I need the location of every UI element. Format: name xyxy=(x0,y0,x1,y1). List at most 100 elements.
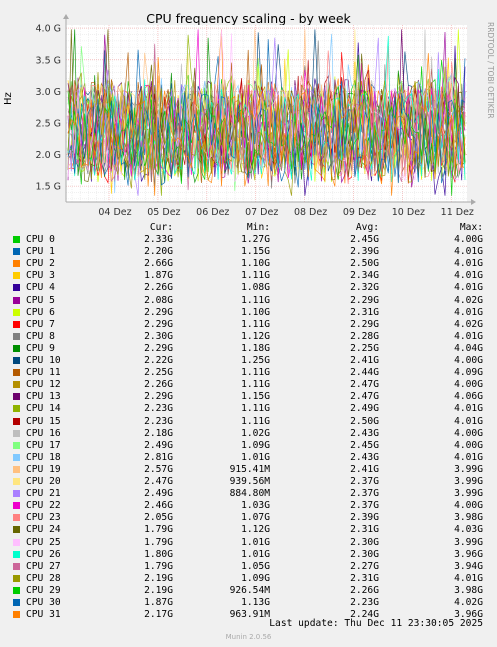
x-tick-label: 08 Dez xyxy=(294,207,327,218)
legend-swatch xyxy=(13,236,20,243)
legend-avg: 2.37G xyxy=(350,500,379,512)
x-axis-arrow-icon xyxy=(471,199,476,205)
legend-cur: 1.87G xyxy=(144,597,173,608)
legend-avg: 2.31G xyxy=(350,306,379,318)
legend-max: 4.09G xyxy=(454,367,483,379)
legend-max: 4.01G xyxy=(454,572,483,584)
legend-avg: 2.50G xyxy=(350,415,379,427)
legend-min: 1.11G xyxy=(241,318,270,330)
legend-row: CPU 7 2.29G 1.11G 2.29G 4.02G xyxy=(0,319,497,331)
legend-max: 4.00G xyxy=(454,500,483,512)
legend-min: 1.18G xyxy=(241,342,270,354)
legend-max: 4.04G xyxy=(454,342,483,354)
legend-avg: 2.23G xyxy=(350,597,379,608)
legend-swatch xyxy=(13,550,20,558)
legend-cur: 2.33G xyxy=(144,234,173,245)
legend-avg: 2.32G xyxy=(350,282,379,294)
legend-swatch xyxy=(13,308,20,316)
x-tick-label: 10 Dez xyxy=(392,207,425,218)
legend-cur: 1.79G xyxy=(144,560,173,572)
legend-name: CPU 4 xyxy=(26,282,55,294)
legend-max: 3.98G xyxy=(454,512,483,524)
legend-swatch xyxy=(13,332,20,340)
legend-min: 1.09G xyxy=(241,439,270,451)
legend-swatch xyxy=(13,369,20,377)
legend-min: 884.80M xyxy=(229,488,270,500)
legend-min: 1.11G xyxy=(241,403,270,415)
legend-avg: 2.45G xyxy=(350,234,379,245)
legend-name: CPU 27 xyxy=(26,560,61,572)
legend-name: CPU 2 xyxy=(26,258,55,270)
legend-swatch xyxy=(13,586,20,594)
legend-swatch xyxy=(13,272,20,280)
rrdtool-credit: RRDTOOL / TOBI OETIKER xyxy=(486,22,495,119)
legend-row: CPU 14 2.23G 1.11G 2.49G 4.01G xyxy=(0,403,497,415)
header-cur: Cur: xyxy=(149,222,173,233)
legend-row: CPU 0 2.33G 1.27G 2.45G 4.00G xyxy=(0,234,497,246)
legend-avg: 2.44G xyxy=(350,367,379,379)
series-line-cpu-31 xyxy=(67,53,466,196)
legend-name: CPU 9 xyxy=(26,342,55,354)
legend-min: 1.02G xyxy=(241,427,270,439)
legend-min: 1.11G xyxy=(241,367,270,379)
legend-swatch xyxy=(13,599,20,606)
legend-max: 3.99G xyxy=(454,488,483,500)
legend-row: CPU 20 2.47G 939.56M 2.37G 3.99G xyxy=(0,476,497,488)
legend-max: 4.00G xyxy=(454,439,483,451)
legend-name: CPU 19 xyxy=(26,463,61,475)
chart-title: CPU frequency scaling - by week xyxy=(146,11,351,26)
legend-min: 1.11G xyxy=(241,294,270,306)
legend-cur: 2.23G xyxy=(144,403,173,415)
legend-row: CPU 18 2.81G 1.01G 2.43G 4.01G xyxy=(0,452,497,464)
legend-row: CPU 3 1.87G 1.11G 2.34G 4.01G xyxy=(0,270,497,282)
legend-avg: 2.50G xyxy=(350,258,379,270)
legend-max: 4.03G xyxy=(454,524,483,536)
legend-min: 1.13G xyxy=(241,597,270,608)
header-max: Max: xyxy=(459,222,483,233)
y-tick-label: 1.5 G xyxy=(36,182,62,193)
legend-name: CPU 22 xyxy=(26,500,61,512)
legend-name: CPU 11 xyxy=(26,367,61,379)
legend-avg: 2.37G xyxy=(350,488,379,500)
legend-cur: 2.49G xyxy=(144,488,173,500)
legend-name: CPU 0 xyxy=(26,234,55,245)
legend-row: CPU 30 1.87G 1.13G 2.23G 4.02G xyxy=(0,597,497,609)
y-tick-label: 3.5 G xyxy=(36,55,62,66)
legend-name: CPU 14 xyxy=(26,403,61,415)
legend-cur: 1.79G xyxy=(144,536,173,548)
legend-row: CPU 1 2.20G 1.15G 2.39G 4.01G xyxy=(0,246,497,258)
legend-cur: 1.80G xyxy=(144,548,173,560)
legend-swatch xyxy=(13,357,20,364)
legend-cur: 2.30G xyxy=(144,330,173,342)
legend-max: 4.01G xyxy=(454,330,483,342)
legend-name: CPU 29 xyxy=(26,584,61,596)
legend-row: CPU 8 2.30G 1.12G 2.28G 4.01G xyxy=(0,331,497,343)
legend-cur: 2.66G xyxy=(144,258,173,270)
legend-min: 963.91M xyxy=(229,609,270,621)
legend-avg: 2.27G xyxy=(350,560,379,572)
legend-swatch xyxy=(13,344,20,352)
legend-avg: 2.43G xyxy=(350,427,379,439)
legend-cur: 2.19G xyxy=(144,572,173,584)
legend-avg: 2.31G xyxy=(350,572,379,584)
legend-name: CPU 17 xyxy=(26,439,61,451)
legend-avg: 2.45G xyxy=(350,439,379,451)
plot-area: 1.5 G 2.0 G 2.5 G 3.0 G 3.5 G 4.0 G 04 Dez 05 D… xyxy=(36,14,476,218)
legend-swatch xyxy=(13,502,20,510)
legend-row: CPU 25 1.79G 1.01G 2.30G 3.99G xyxy=(0,537,497,549)
legend-row: CPU 28 2.19G 1.09G 2.31G 4.01G xyxy=(0,573,497,585)
x-tick-label: 04 Dez xyxy=(98,207,131,218)
legend-max: 4.00G xyxy=(454,234,483,245)
legend-min: 1.11G xyxy=(241,270,270,282)
legend-row: CPU 11 2.25G 1.11G 2.44G 4.09G xyxy=(0,367,497,379)
legend-avg: 2.24G xyxy=(350,609,379,621)
legend-cur: 2.23G xyxy=(144,415,173,427)
legend-max: 4.06G xyxy=(454,391,483,403)
legend-row: CPU 24 1.79G 1.12G 2.31G 4.03G xyxy=(0,524,497,536)
legend-name: CPU 5 xyxy=(26,294,55,306)
legend-name: CPU 13 xyxy=(26,391,61,403)
legend-row: CPU 23 2.05G 1.07G 2.39G 3.98G xyxy=(0,512,497,524)
legend-min: 1.01G xyxy=(241,548,270,560)
legend-swatch xyxy=(13,490,20,498)
legend-min: 1.15G xyxy=(241,246,270,258)
